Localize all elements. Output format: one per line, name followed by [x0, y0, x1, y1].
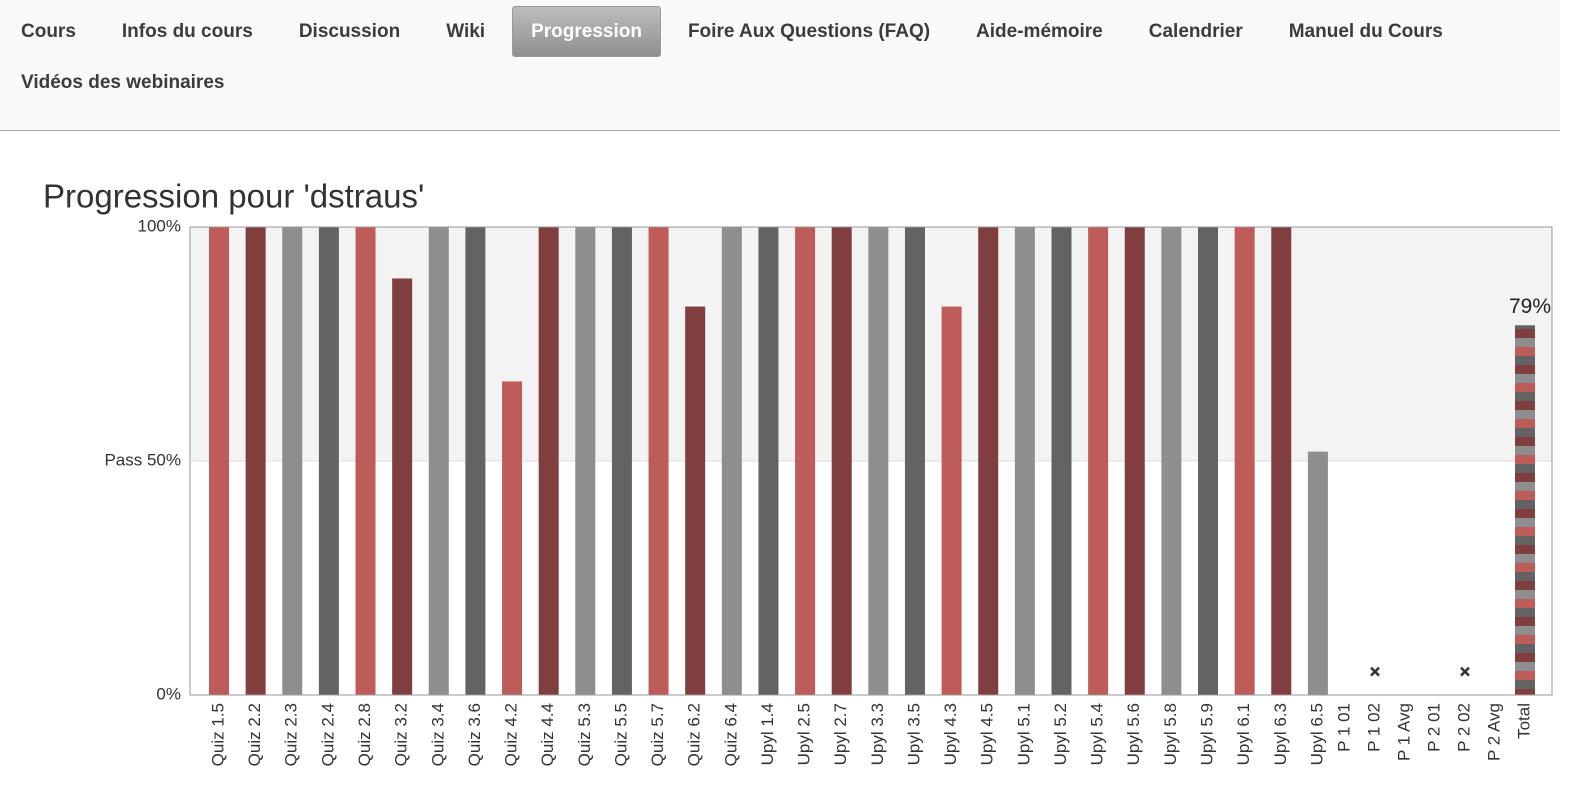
chart-title: Progression pour 'dstraus' [43, 178, 424, 215]
bar [1307, 451, 1328, 695]
x-tick-label: Quiz 4.2 [502, 703, 521, 766]
bar [1234, 227, 1255, 695]
x-tick-label: Upyl 5.4 [1088, 703, 1107, 765]
bar [282, 227, 303, 695]
bar [1271, 227, 1292, 695]
x-tick-label: P 2 01 [1424, 703, 1443, 752]
x-tick-label: Upyl 6.3 [1271, 703, 1290, 765]
y-tick-label: 100% [138, 216, 181, 235]
bar [355, 227, 376, 695]
bar [465, 227, 486, 695]
x-tick-label: P 1 01 [1334, 703, 1353, 752]
x-tick-label: Upyl 4.5 [978, 703, 997, 765]
x-tick-label: Quiz 3.6 [465, 703, 484, 766]
bar [502, 381, 523, 695]
bar [1124, 227, 1145, 695]
x-tick-label: Upyl 5.8 [1161, 703, 1180, 765]
x-tick-label: Upyl 5.6 [1124, 703, 1143, 765]
x-tick-label: P 1 02 [1364, 703, 1383, 752]
bar [648, 227, 669, 695]
y-tick-label: 0% [156, 684, 181, 703]
chart: Progression pour 'dstraus' 0% Pass 50% 100… [43, 178, 1553, 766]
x-tick-label: Quiz 3.2 [392, 703, 411, 766]
x-tick-label: Upyl 2.7 [831, 703, 850, 765]
x-tick-label: Quiz 2.2 [245, 703, 264, 766]
x-tick-label: P 2 Avg [1484, 703, 1503, 761]
nav-tab[interactable]: Calendrier [1148, 21, 1243, 42]
bar [245, 227, 266, 695]
nav-tab[interactable]: Cours [21, 21, 76, 42]
x-tick-label: Upyl 5.2 [1051, 703, 1070, 765]
x-tick-label: Upyl 6.5 [1307, 703, 1326, 765]
x-tick-label: Upyl 2.5 [795, 703, 814, 765]
x-tick-label: P 2 02 [1454, 703, 1473, 752]
x-tick-label: Upyl 5.9 [1197, 703, 1216, 765]
nav-tab[interactable]: Manuel du Cours [1288, 21, 1443, 42]
bar [428, 227, 449, 695]
x-tick-label: Quiz 6.4 [721, 703, 740, 766]
plot-border [189, 226, 1553, 696]
bar [758, 227, 779, 695]
bar [1161, 227, 1182, 695]
x-tick-label: Upyl 3.3 [868, 703, 887, 765]
x-tick-label: Quiz 4.4 [538, 703, 557, 766]
x-tick-label: Quiz 3.4 [428, 703, 447, 766]
value-label: 79% [1509, 295, 1551, 318]
bar [392, 278, 413, 695]
x-tick-label: Quiz 2.4 [318, 703, 337, 766]
bar [318, 227, 339, 695]
nav-tab[interactable]: Vidéos des webinaires [21, 72, 225, 93]
x-tick-label: Upyl 5.1 [1014, 703, 1033, 765]
bar [941, 306, 962, 695]
bar [1014, 227, 1035, 695]
x-tick-label: Upyl 3.5 [904, 703, 923, 765]
x-tick-label: Upyl 6.1 [1234, 703, 1253, 765]
nav-tab[interactable]: Infos du cours [121, 21, 253, 42]
x-tick-label: P 1 Avg [1394, 703, 1413, 761]
nav-tab[interactable]: Progression [512, 6, 661, 57]
bar [978, 227, 999, 695]
x-tick-label: Quiz 5.3 [575, 703, 594, 766]
dropped-marker [1460, 666, 1470, 677]
bar [611, 227, 632, 695]
x-tick-label: Quiz 2.8 [355, 703, 374, 766]
x-tick-label: Upyl 1.4 [758, 703, 777, 765]
bar [868, 227, 889, 695]
y-tick-label: Pass 50% [104, 450, 181, 469]
x-tick-label: Quiz 5.7 [648, 703, 667, 766]
nav-tab[interactable]: Foire Aux Questions (FAQ) [687, 21, 931, 42]
bar [795, 227, 816, 695]
x-tick-label: Quiz 6.2 [685, 703, 704, 766]
bar [831, 227, 852, 695]
x-tick-label: Upyl 4.3 [941, 703, 960, 765]
x-tick-label: Quiz 2.3 [282, 703, 301, 766]
nav-tab[interactable]: Wiki [446, 21, 486, 42]
bar [904, 227, 925, 695]
bar [1051, 227, 1072, 695]
x-tick-label: Quiz 5.5 [611, 703, 630, 766]
bar [1198, 227, 1219, 695]
nav-tab[interactable]: Discussion [298, 21, 401, 42]
bar [209, 227, 229, 695]
dropped-marker [1370, 666, 1380, 677]
bar [685, 306, 706, 695]
bar [1515, 325, 1535, 695]
bar [538, 227, 559, 695]
bar [1088, 227, 1109, 695]
bar [575, 227, 596, 695]
x-tick-label: Quiz 1.5 [208, 703, 227, 766]
nav-tab[interactable]: Aide-mémoire [976, 21, 1103, 42]
bar [721, 227, 742, 695]
course-nav: Cours Infos du cours Discussion Wiki Progres… [0, 0, 1560, 131]
x-tick-label: Total [1514, 703, 1533, 739]
